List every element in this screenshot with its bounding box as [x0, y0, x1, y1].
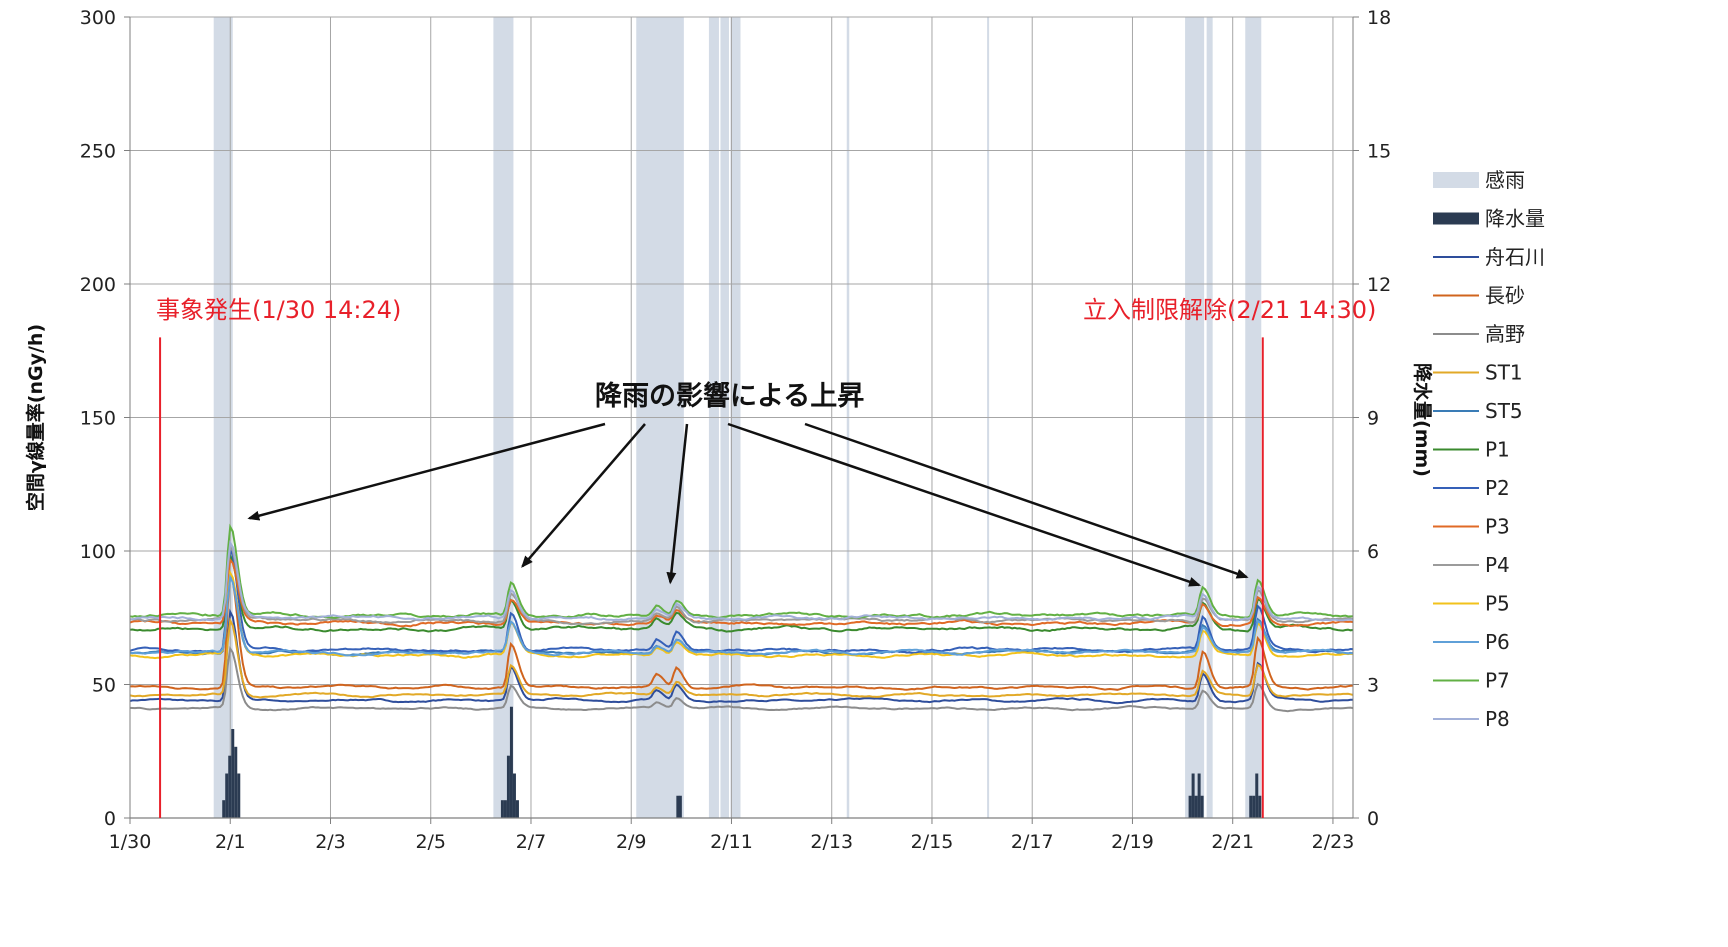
legend-label: P6 — [1485, 630, 1510, 654]
x-tick: 2/13 — [810, 831, 853, 853]
y-tick-left: 250 — [80, 141, 116, 163]
series-line-P7 — [129, 523, 1354, 619]
y-tick-left: 100 — [80, 541, 116, 563]
legend-label: 感雨 — [1485, 168, 1525, 192]
precip-bar — [1255, 773, 1259, 818]
precip-bar — [1191, 773, 1195, 818]
y-axis-left-title: 空間γ線量率(nGy/h) — [24, 324, 47, 511]
y-tick-right: 9 — [1367, 408, 1379, 430]
axes: 0 50 100 150 200 250 300 0 3 6 9 12 15 18 1/30 2/1 2/3 2/… — [24, 7, 1434, 853]
event-markers: 事象発生(1/30 14:24) 立入制限解除(2/21 14:30) — [156, 296, 1376, 818]
annotation-arrow — [247, 422, 606, 521]
series-line-P5 — [129, 569, 1354, 660]
series-line-P4 — [129, 543, 1354, 626]
x-tick: 2/3 — [315, 831, 346, 853]
legend-label: P4 — [1485, 553, 1510, 577]
y-tick-left: 150 — [80, 408, 116, 430]
series-line-高野 — [129, 645, 1354, 713]
precip-bar — [509, 706, 513, 818]
annotation-arrow — [727, 422, 1202, 587]
legend-swatch-bar — [1433, 212, 1479, 225]
y-tick-right: 3 — [1367, 675, 1379, 697]
series-line-P8 — [129, 540, 1354, 622]
y-tick-left: 0 — [104, 808, 116, 830]
y-tick-right: 6 — [1367, 541, 1379, 563]
x-tick: 2/7 — [516, 831, 547, 853]
x-tick: 2/23 — [1312, 831, 1355, 853]
x-tick: 2/11 — [710, 831, 753, 853]
event-label: 事象発生(1/30 14:24) — [156, 296, 401, 324]
precip-bar — [237, 773, 241, 818]
legend-label: P8 — [1485, 707, 1510, 731]
x-tick: 2/17 — [1011, 831, 1054, 853]
precip-bar — [506, 755, 510, 818]
series-line-P1 — [129, 551, 1354, 633]
legend-label: 舟石川 — [1485, 245, 1545, 269]
legend-label: ST5 — [1485, 399, 1523, 423]
legend-label: ST1 — [1485, 361, 1523, 385]
legend-label: P5 — [1485, 592, 1510, 616]
legend-label: P7 — [1485, 669, 1510, 693]
precip-bar — [1249, 795, 1253, 818]
precip-bar — [515, 800, 519, 818]
x-tick: 2/9 — [616, 831, 647, 853]
y-tick-left: 300 — [80, 7, 116, 29]
precip-bar — [503, 800, 507, 818]
annotation-arrow — [666, 423, 689, 585]
rain-effect-annotation: 降雨の影響による上昇 — [247, 380, 1249, 587]
series-line-舟石川 — [129, 608, 1354, 705]
y-tick-right: 18 — [1367, 7, 1391, 29]
legend-swatch-band — [1433, 172, 1479, 188]
legend-label: P1 — [1485, 438, 1510, 462]
precip-bar — [1188, 795, 1192, 818]
precip-bar — [231, 729, 235, 818]
precip-bar — [222, 800, 226, 818]
x-tick: 2/1 — [215, 831, 246, 853]
legend-label: 高野 — [1485, 322, 1525, 346]
precip-bar — [234, 746, 238, 818]
legend-label: 長砂 — [1485, 284, 1525, 308]
y-tick-right: 12 — [1367, 274, 1391, 296]
series-line-長砂 — [129, 572, 1354, 691]
series-line-P3 — [129, 557, 1354, 628]
precip-bar — [1194, 795, 1198, 818]
y-tick-right: 15 — [1367, 141, 1391, 163]
precip-bar — [676, 795, 680, 818]
precip-bar — [1197, 773, 1201, 818]
y-axis-right-title: 降水量(mm) — [1411, 363, 1434, 477]
precip-bar — [225, 773, 229, 818]
y-tick-right: 0 — [1367, 808, 1379, 830]
precip-bar — [512, 773, 516, 818]
y-tick-left: 200 — [80, 274, 116, 296]
x-tick: 2/19 — [1111, 831, 1154, 853]
x-tick: 2/21 — [1211, 831, 1254, 853]
legend-label: P2 — [1485, 476, 1510, 500]
series-line-P6 — [129, 573, 1354, 657]
annotation-arrow — [521, 423, 646, 568]
precip-bar — [228, 755, 232, 818]
x-tick: 2/15 — [911, 831, 954, 853]
annotation-arrow — [804, 422, 1249, 579]
legend-label: 降水量 — [1485, 207, 1545, 231]
precip-bar — [500, 800, 504, 818]
y-tick-left: 50 — [92, 675, 116, 697]
series-line-P2 — [129, 549, 1354, 655]
precipitation-bars — [222, 706, 1262, 818]
x-tick: 2/5 — [415, 831, 446, 853]
gridlines — [130, 16, 1353, 818]
series-line-ST1 — [129, 617, 1354, 699]
x-tick: 1/30 — [109, 831, 152, 853]
precip-bar — [1252, 795, 1256, 818]
annotation-label: 降雨の影響による上昇 — [595, 380, 864, 412]
precip-bar — [1200, 795, 1204, 818]
precip-bar — [678, 795, 682, 818]
precip-bar — [1258, 795, 1262, 818]
dose-rate-series — [129, 523, 1354, 713]
legend-label: P3 — [1485, 515, 1510, 539]
event-label: 立入制限解除(2/21 14:30) — [1083, 296, 1376, 324]
